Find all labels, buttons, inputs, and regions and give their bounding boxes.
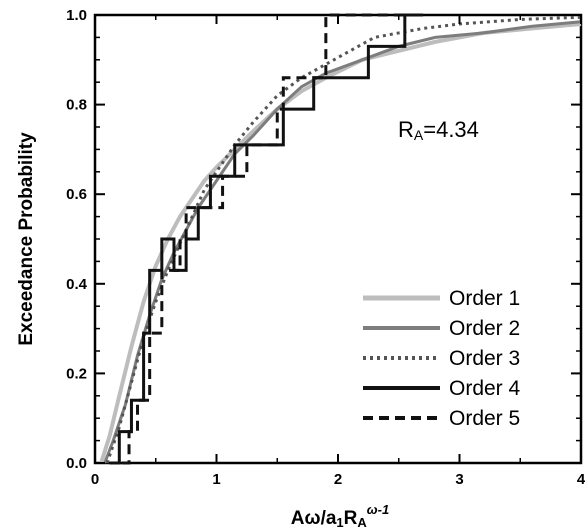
series-line-order-4 (109, 13, 424, 465)
series-layer (99, 13, 582, 465)
y-tick-label: 0.0 (66, 455, 87, 472)
x-axis-sub1: 1 (336, 515, 343, 530)
x-tick-label: 1 (212, 471, 220, 488)
legend-label-order-4: Order 4 (449, 377, 521, 400)
y-tick-label: 0.6 (66, 186, 87, 203)
tick-layer: 0 1 2 3 4 0.0 0.2 0.4 0.6 0.8 1.0 (66, 7, 585, 488)
legend-label-order-2: Order 2 (449, 317, 520, 340)
y-tick-label: 1.0 (66, 7, 87, 24)
x-tick-label: 0 (91, 471, 99, 488)
y-axis-title: Exceedance Probability (16, 132, 37, 346)
legend: Order 1 Order 2 Order 3 Order 4 Order 5 (363, 287, 521, 430)
annotation-sub: A (414, 127, 424, 143)
y-tick-label: 0.2 (66, 365, 87, 382)
annotation-main: R (398, 117, 414, 142)
x-tick-label: 2 (334, 471, 342, 488)
x-axis-title: Aω/a1RAω-1 (291, 502, 389, 530)
legend-label-order-5: Order 5 (449, 407, 520, 430)
legend-label-order-1: Order 1 (449, 287, 520, 310)
annotation-ra: RA=4.34 (398, 117, 479, 143)
x-tick-label: 4 (577, 471, 585, 488)
plot-frame (93, 13, 583, 465)
series-line-order-1 (99, 21, 582, 464)
y-tick-label: 0.4 (66, 276, 88, 293)
series-line-order-5 (121, 13, 411, 465)
annotation-rest: =4.34 (423, 117, 479, 142)
x-tick-label: 3 (455, 471, 463, 488)
y-tick-label: 0.8 (66, 97, 87, 114)
x-axis-sub2: A (357, 515, 367, 530)
x-axis-main: Aω/a (291, 508, 337, 529)
x-axis-sup: ω-1 (367, 502, 389, 517)
x-axis-mid: R (344, 508, 358, 529)
legend-label-order-3: Order 3 (449, 347, 520, 370)
